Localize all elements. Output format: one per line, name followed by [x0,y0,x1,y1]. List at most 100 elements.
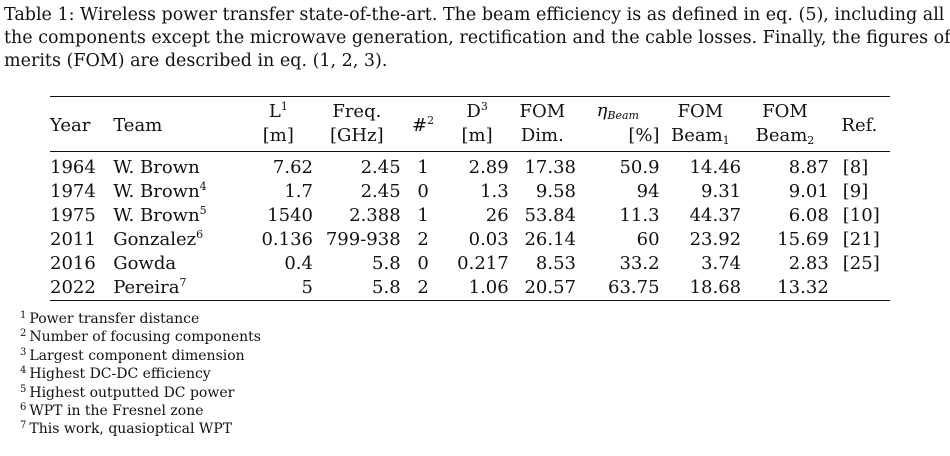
header-dimension: D3 [445,96,509,123]
cell-beam-efficiency: 50.9 [619,157,660,178]
cell-frequency: 5.8 [372,277,401,298]
cell-dimension: 1.3 [480,181,509,202]
cell-dimension: 2.89 [468,157,509,178]
cell-fom-beam2: 6.08 [788,205,829,226]
cell-distance: 1.7 [284,181,313,202]
header-year: Year [50,96,114,152]
header-num-focusing: #2 [400,96,446,152]
cell-fom-beam2: 13.32 [777,277,829,298]
cell-ref: [10] [842,205,880,226]
cell-team: Gowda [113,253,177,274]
footnote: 7 This work, quasioptical WPT [20,420,233,438]
cell-year: 2016 [50,253,96,274]
cell-dimension: 1.06 [468,277,509,298]
table-body: 1964 W. Brown 7.62 2.45 1 2.89 17.38 50.9 14.46 8… [50,151,890,301]
cell-year: 1964 [50,157,96,178]
cell-fom-beam2: 15.69 [777,229,829,250]
cell-num-focusing: 2 [417,229,429,250]
cell-fom-beam1: 14.46 [689,157,742,178]
cell-frequency: 5.8 [372,253,401,274]
cell-beam-efficiency: 94 [636,181,660,202]
cell-beam-efficiency: 11.3 [619,205,660,226]
table-row: 1964 W. Brown 7.62 2.45 1 2.89 17.38 50.9 14.46 8… [50,151,890,181]
header-fom-beam2: FOM [741,96,829,123]
cell-fom-dim: 20.57 [524,277,576,298]
cell-fom-beam1: 23.92 [689,229,742,250]
cell-team: W. Brown5 [113,204,207,226]
caption-line: merits (FOM) are described in eq. (1, 2,… [4,51,388,71]
cell-distance: 0.136 [261,229,313,250]
cell-num-focusing: 1 [417,205,429,226]
cell-fom-beam2: 9.01 [788,181,829,202]
footnote: 2 Number of focusing components [20,328,261,346]
caption-line: Table 1: Wireless power transfer state-o… [4,5,945,25]
header-distance: L1 [243,96,313,123]
table-caption: Table 1: Wireless power transfer state-o… [4,4,950,73]
cell-ref [829,276,890,301]
header-fom-dim-line2: Dim. [520,124,564,146]
cell-fom-dim: 8.53 [535,253,576,274]
footnote: 5 Highest outputted DC power [20,383,235,401]
cell-fom-dim: 26.14 [524,229,576,250]
cell-beam-efficiency: 33.2 [619,253,660,274]
cell-ref: [25] [842,253,880,274]
cell-ref: [9] [842,181,869,202]
cell-distance: 0.4 [284,253,313,274]
cell-team: W. Brown4 [113,180,207,202]
cell-frequency: 2.45 [360,157,401,178]
cell-fom-dim: 53.84 [524,205,576,226]
cell-fom-beam2: 2.83 [788,253,829,274]
cell-beam-efficiency: 60 [636,229,660,250]
cell-fom-beam1: 3.74 [701,253,742,274]
header-fom-beam1-line2: Beam1 [670,124,730,147]
cell-team: W. Brown [113,157,200,178]
cell-fom-dim: 9.58 [535,181,576,202]
table-row: 2011 Gonzalez6 0.136 799-938 2 0.03 26.14 60 23.… [50,228,890,252]
table-row: 2016 Gowda 0.4 5.8 0 0.217 8.53 33.2 3.74 2.83 [25… [50,252,890,276]
wpt-comparison-table: Year Team L1 Freq. #2 D3 FOM ηBeam FOM F… [50,96,890,301]
cell-distance: 5 [301,277,313,298]
cell-distance: 1540 [267,205,313,226]
header-fom-beam2-line2: Beam2 [755,124,815,147]
cell-dimension: 0.03 [468,229,509,250]
cell-frequency: 2.45 [360,181,401,202]
cell-distance: 7.62 [272,157,313,178]
cell-fom-beam1: 18.68 [689,277,742,298]
header-fom-dim: FOM [508,96,576,123]
header-team: Team [113,96,244,152]
cell-ref: [21] [842,229,880,250]
cell-num-focusing: 0 [417,181,429,202]
cell-num-focusing: 2 [417,277,429,298]
cell-num-focusing: 0 [417,253,429,274]
cell-year: 2022 [50,277,96,298]
cell-team: Pereira7 [113,276,187,298]
header-fom-beam1: FOM [659,96,742,123]
footnote: 6 WPT in the Fresnel zone [20,402,204,420]
table-row: 2022 Pereira7 5 5.8 2 1.06 20.57 63.75 18.68 13.3… [50,276,890,301]
footnote: 3 Largest component dimension [20,346,245,364]
cell-beam-efficiency: 63.75 [608,277,660,298]
footnote: 1 Power transfer distance [20,310,200,328]
cell-year: 1974 [50,181,96,202]
header-frequency-unit: [GHz] [330,124,384,146]
cell-num-focusing: 1 [417,157,429,178]
cell-fom-beam2: 8.87 [788,157,829,178]
cell-frequency: 2.388 [349,205,401,226]
cell-fom-dim: 17.38 [524,157,576,178]
cell-year: 1975 [50,205,96,226]
cell-team: Gonzalez6 [113,228,204,250]
header-beam-efficiency-unit: [%] [628,124,660,146]
cell-fom-beam1: 9.31 [701,181,742,202]
cell-ref: [8] [842,157,869,178]
cell-frequency: 799-938 [325,229,401,250]
caption-line: the components except the microwave gene… [4,28,950,48]
footnote: 4 Highest DC-DC efficiency [20,365,211,383]
header-dimension-unit: [m] [461,124,493,146]
cell-dimension: 0.217 [457,253,509,274]
cell-dimension: 26 [485,205,509,226]
header-ref: Ref. [828,96,890,152]
table-row: 1975 W. Brown5 1540 2.388 1 26 53.84 11.3 44.37 6… [50,204,890,228]
header-frequency: Freq. [313,96,401,123]
header-beam-efficiency: ηBeam [575,96,660,123]
cell-year: 2011 [50,229,96,250]
